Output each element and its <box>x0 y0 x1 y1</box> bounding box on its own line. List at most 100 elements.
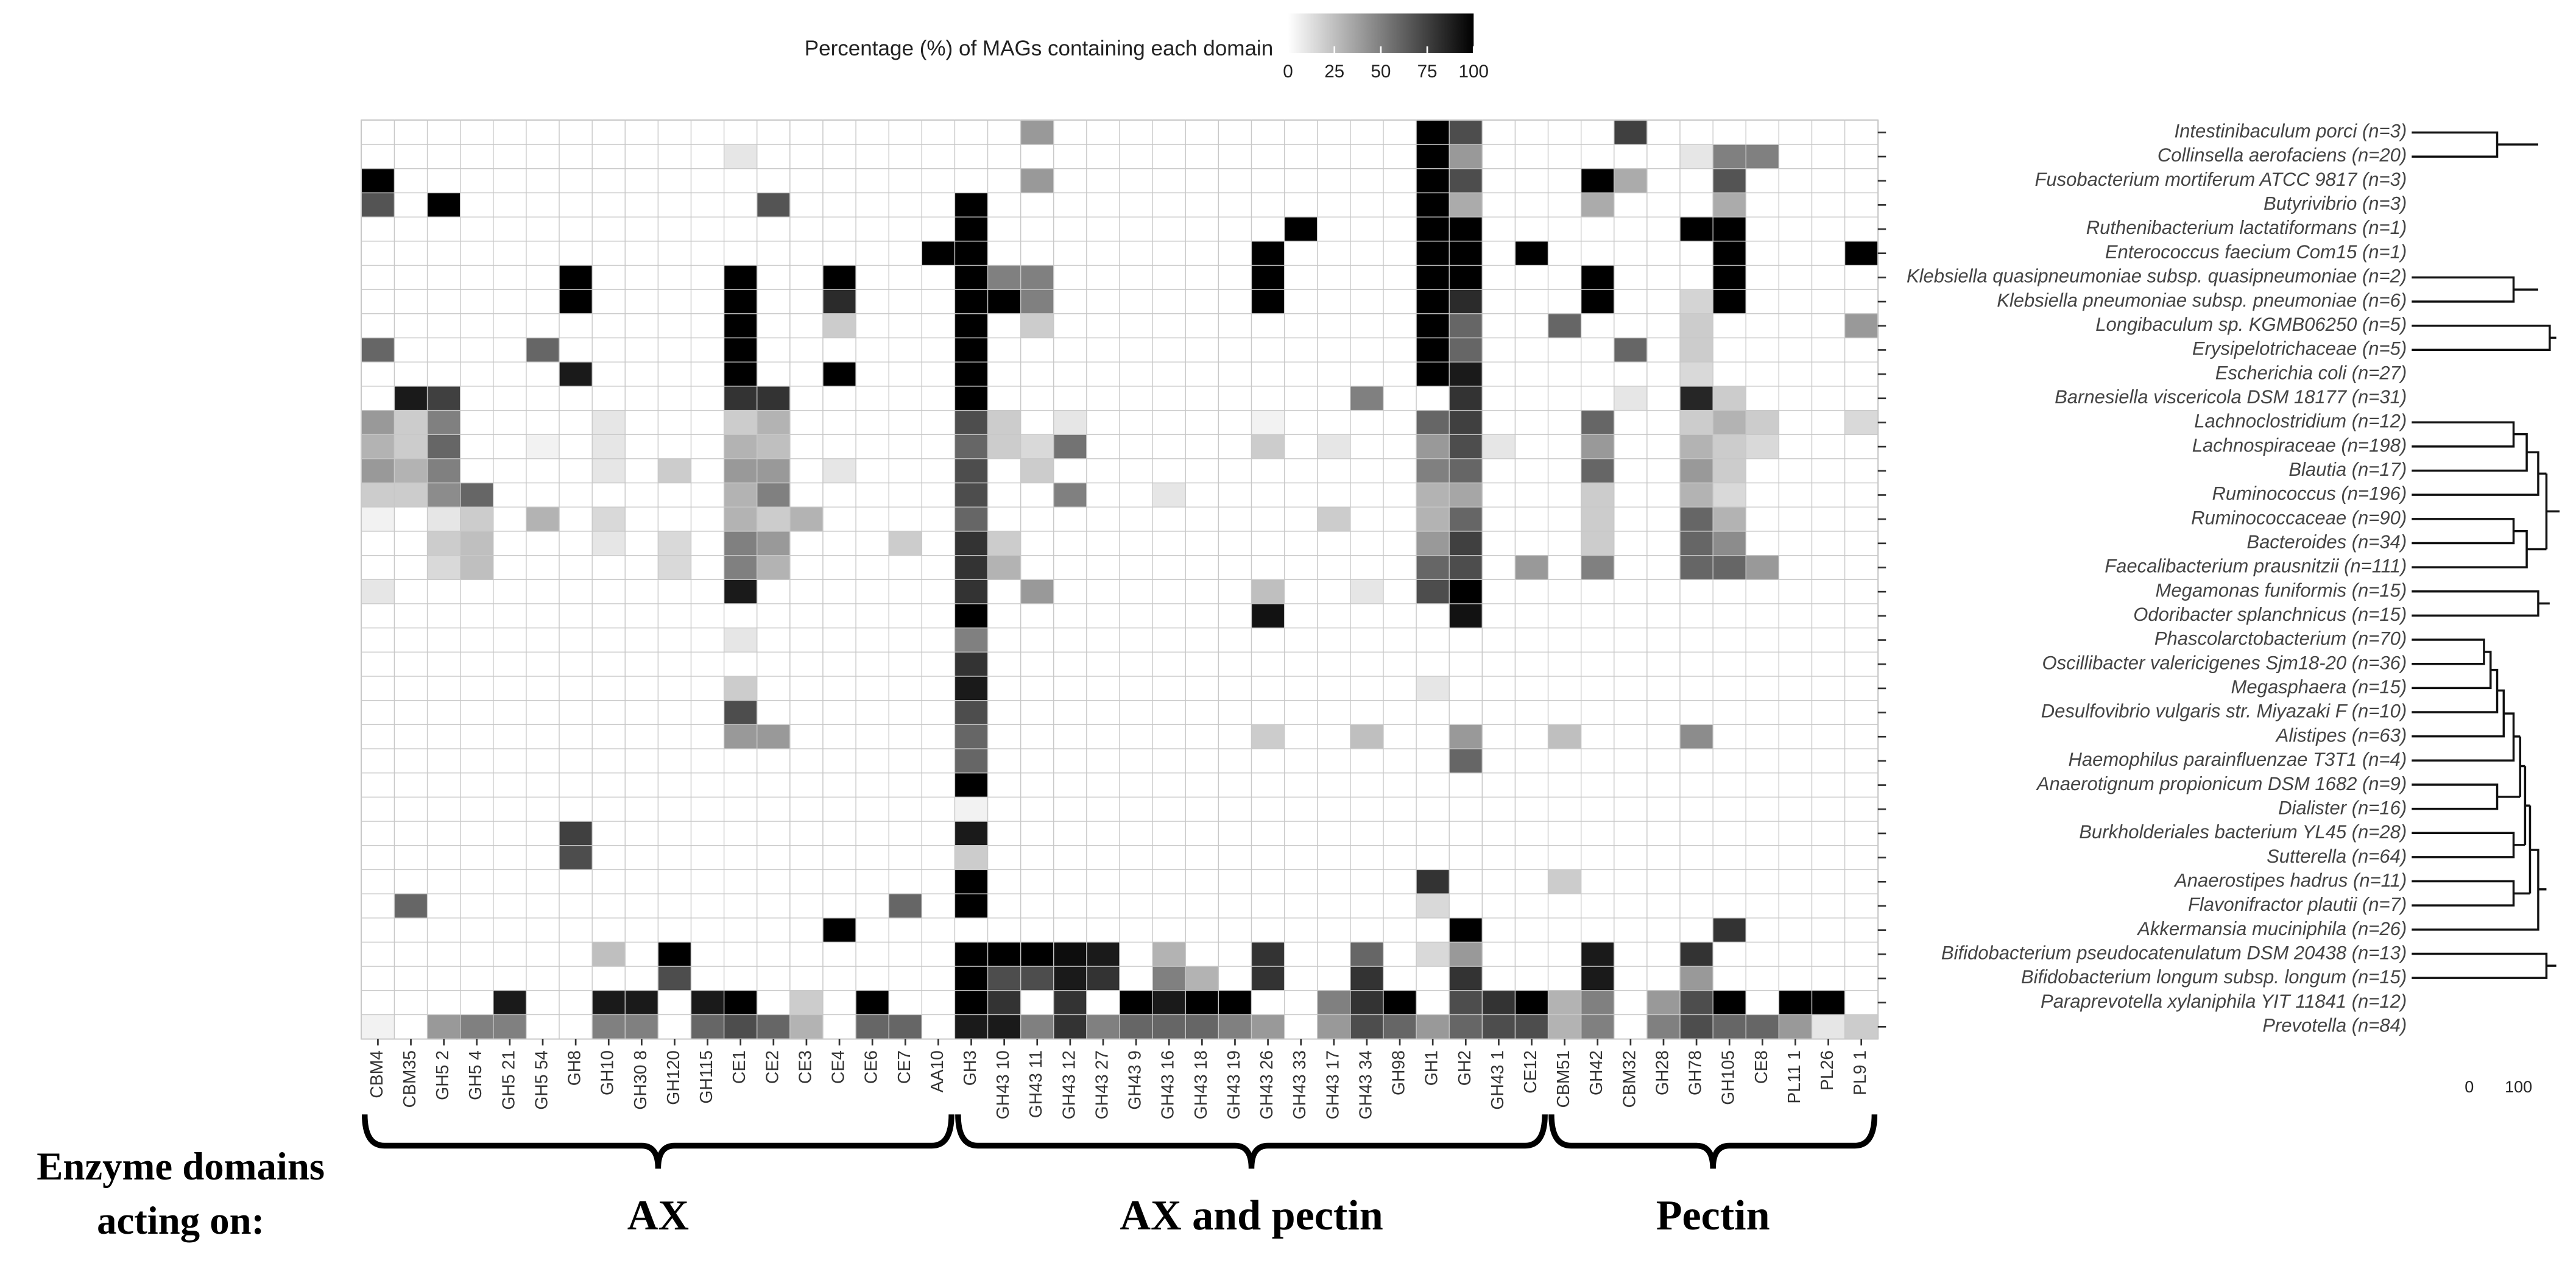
row-label: Longibaculum sp. KGMB06250 (n=5) <box>2095 314 2407 335</box>
heatmap-cell <box>1481 409 1516 435</box>
heatmap-cell <box>1547 676 1582 701</box>
heatmap-cell <box>789 796 824 822</box>
heatmap-cell <box>1778 144 1813 169</box>
heatmap-cell <box>1119 216 1153 242</box>
heatmap-cell <box>1020 579 1054 604</box>
heatmap-cell <box>426 482 461 507</box>
heatmap-cell <box>1053 845 1087 871</box>
heatmap-cell <box>591 941 626 967</box>
heatmap-cell <box>1350 386 1384 411</box>
heatmap-cell <box>921 386 956 411</box>
heatmap-cell <box>591 966 626 991</box>
heatmap-cell <box>1811 893 1846 919</box>
heatmap-cell <box>690 289 725 314</box>
heatmap-cell <box>921 869 956 894</box>
heatmap-cell <box>855 506 889 532</box>
heatmap-cell <box>1283 458 1318 484</box>
group-brace <box>362 1114 955 1169</box>
heatmap-cell <box>1745 482 1780 507</box>
heatmap-cell <box>1283 1014 1318 1039</box>
heatmap-cell <box>855 651 889 677</box>
heatmap-cell <box>1053 313 1087 339</box>
heatmap-cell <box>1811 386 1846 411</box>
heatmap-cell <box>559 241 593 266</box>
row-label: Phascolarctobacterium (n=70) <box>2154 628 2407 649</box>
heatmap-cell <box>1514 386 1549 411</box>
heatmap-cell <box>1778 628 1813 653</box>
heatmap-cell <box>888 579 923 604</box>
heatmap-cell <box>624 119 659 145</box>
heatmap-cell <box>1614 458 1648 484</box>
heatmap-cell <box>1350 554 1384 581</box>
heatmap-cell <box>855 531 889 556</box>
heatmap-cell <box>1481 119 1516 145</box>
heatmap-cell <box>855 409 889 435</box>
heatmap-cell <box>1514 216 1549 242</box>
heatmap-cell <box>591 990 626 1016</box>
heatmap-cell <box>1646 773 1681 798</box>
heatmap-cell <box>1350 700 1384 726</box>
heatmap-cell <box>460 724 494 749</box>
heatmap-cell <box>690 845 725 871</box>
heatmap-cell <box>1283 506 1318 532</box>
heatmap-cell <box>657 941 692 967</box>
heatmap-cell <box>1383 434 1417 459</box>
heatmap-cell <box>1053 603 1087 629</box>
heatmap-cell <box>657 119 692 145</box>
heatmap-cell <box>757 966 791 991</box>
heatmap-cell <box>921 796 956 822</box>
heatmap-cell <box>855 845 889 871</box>
heatmap-cell <box>426 579 461 604</box>
heatmap-cell <box>1811 216 1846 242</box>
heatmap-cell <box>624 409 659 435</box>
heatmap-cell <box>657 1014 692 1039</box>
heatmap-cell <box>1481 216 1516 242</box>
heatmap-cell <box>1646 821 1681 846</box>
heatmap-cell <box>1251 554 1285 581</box>
heatmap-cell <box>954 773 989 798</box>
heatmap-cell <box>1383 168 1417 194</box>
heatmap-cell <box>921 144 956 169</box>
heatmap-cell <box>1185 386 1219 411</box>
heatmap-cell <box>1811 845 1846 871</box>
heatmap-cell <box>1020 1014 1054 1039</box>
heatmap-cell <box>1778 386 1813 411</box>
heatmap-cell <box>954 554 989 581</box>
heatmap-cell <box>624 796 659 822</box>
heatmap-cell <box>1416 676 1450 701</box>
heatmap-cell <box>1679 966 1713 991</box>
heatmap-cell <box>559 1014 593 1039</box>
heatmap-cell <box>1218 482 1252 507</box>
heatmap-cell <box>1086 628 1120 653</box>
heatmap-cell <box>657 434 692 459</box>
heatmap-cell <box>987 434 1022 459</box>
heatmap-cell <box>657 893 692 919</box>
heatmap-cell <box>1745 144 1780 169</box>
heatmap-cell <box>657 337 692 362</box>
heatmap-cell <box>1646 144 1681 169</box>
heatmap-cell <box>1449 554 1483 581</box>
heatmap-cell <box>1844 264 1879 290</box>
heatmap-cell <box>855 748 889 774</box>
heatmap-cell <box>1053 144 1087 169</box>
heatmap-cell <box>888 144 923 169</box>
heatmap-cell <box>1152 724 1186 749</box>
heatmap-cell <box>1218 216 1252 242</box>
heatmap-cell <box>526 482 560 507</box>
heatmap-cell <box>426 386 461 411</box>
heatmap-cell <box>1481 554 1516 581</box>
heatmap-cell <box>1416 482 1450 507</box>
heatmap-cell <box>690 893 725 919</box>
row-label: Bifidobacterium longum subsp. longum (n=… <box>2021 966 2407 988</box>
heatmap-cell <box>1712 434 1746 459</box>
heatmap-cell <box>1745 168 1780 194</box>
heatmap-cell <box>1119 796 1153 822</box>
heatmap-cell <box>723 700 758 726</box>
heatmap-cell <box>1251 579 1285 604</box>
heatmap-cell <box>1053 216 1087 242</box>
heatmap-cell <box>855 144 889 169</box>
heatmap-cell <box>1547 773 1582 798</box>
heatmap-cell <box>1317 482 1351 507</box>
heatmap-cell <box>1053 386 1087 411</box>
heatmap-cell <box>723 869 758 894</box>
